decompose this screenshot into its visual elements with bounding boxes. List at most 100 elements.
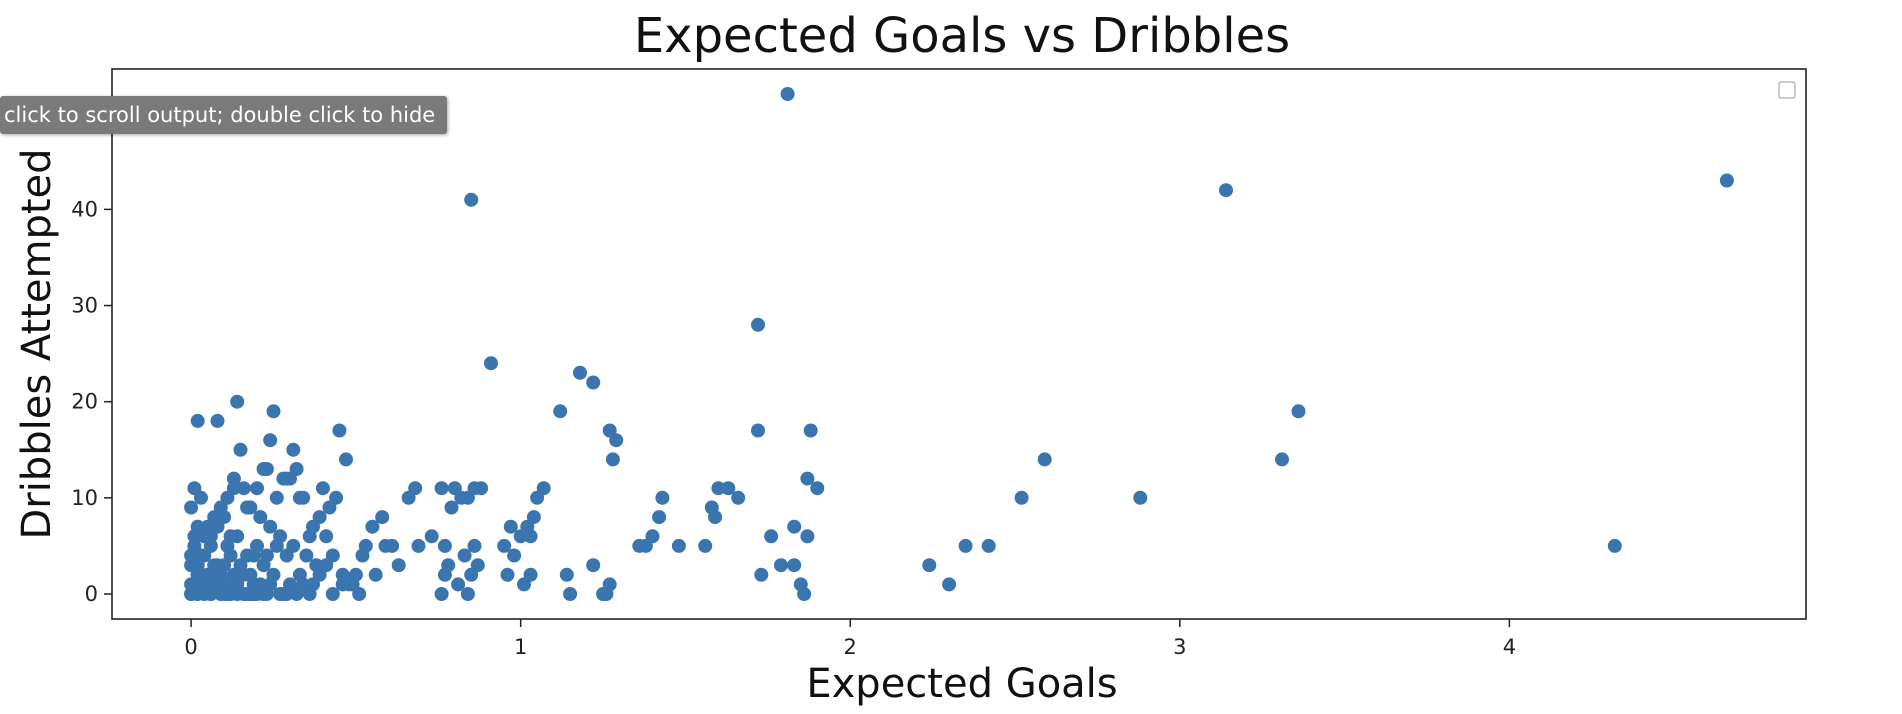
data-point bbox=[652, 510, 667, 525]
data-point bbox=[523, 567, 538, 582]
data-point bbox=[365, 519, 380, 534]
data-point bbox=[243, 500, 258, 515]
data-point bbox=[286, 442, 301, 457]
data-point bbox=[447, 481, 462, 496]
data-point bbox=[800, 529, 815, 544]
data-point bbox=[599, 587, 614, 601]
data-point bbox=[263, 433, 278, 448]
data-point bbox=[530, 490, 545, 505]
data-point bbox=[184, 500, 199, 515]
data-point bbox=[523, 529, 538, 544]
y-tick-label: 40 bbox=[71, 197, 98, 221]
data-point bbox=[609, 433, 624, 448]
data-point bbox=[263, 519, 278, 534]
data-point bbox=[507, 548, 522, 563]
data-point bbox=[240, 587, 255, 601]
y-tick-label: 20 bbox=[71, 390, 98, 414]
data-point bbox=[586, 375, 601, 390]
data-point bbox=[958, 538, 973, 553]
data-point bbox=[408, 481, 423, 496]
x-tick-label: 3 bbox=[1173, 635, 1186, 659]
data-point bbox=[563, 587, 578, 601]
data-point bbox=[553, 404, 568, 419]
data-point bbox=[751, 317, 765, 332]
data-point bbox=[464, 567, 479, 582]
data-point bbox=[797, 587, 812, 601]
data-point bbox=[1219, 183, 1233, 198]
data-point bbox=[434, 587, 449, 601]
data-point bbox=[1037, 452, 1052, 467]
data-point bbox=[787, 558, 802, 573]
x-axis-label: Expected Goals bbox=[806, 661, 1117, 707]
data-point bbox=[335, 577, 350, 592]
data-point bbox=[981, 538, 996, 553]
data-point bbox=[236, 481, 251, 496]
data-point bbox=[1291, 404, 1306, 419]
data-point bbox=[352, 587, 367, 601]
data-point bbox=[424, 529, 439, 544]
data-point bbox=[299, 548, 314, 563]
output-scroll-tooltip[interactable]: click to scroll output; double click to … bbox=[0, 96, 448, 134]
data-point bbox=[711, 481, 726, 496]
data-point bbox=[325, 587, 340, 601]
data-point bbox=[259, 587, 274, 601]
data-point bbox=[698, 538, 713, 553]
data-point bbox=[279, 548, 294, 563]
data-point bbox=[1607, 538, 1622, 553]
data-point bbox=[190, 558, 205, 573]
data-point bbox=[731, 490, 746, 505]
data-point bbox=[190, 413, 205, 428]
data-point bbox=[803, 423, 818, 438]
data-point bbox=[358, 538, 373, 553]
data-points bbox=[184, 87, 1734, 601]
data-point bbox=[187, 529, 202, 544]
data-point bbox=[464, 192, 479, 207]
data-point bbox=[250, 538, 264, 553]
data-point bbox=[800, 471, 815, 486]
data-point bbox=[787, 519, 802, 534]
data-point bbox=[437, 538, 452, 553]
data-point bbox=[1133, 490, 1148, 505]
data-point bbox=[451, 577, 466, 592]
data-point bbox=[194, 490, 208, 505]
data-point bbox=[319, 529, 334, 544]
data-point bbox=[279, 471, 294, 486]
data-point bbox=[444, 500, 459, 515]
data-point bbox=[457, 548, 472, 563]
data-point bbox=[503, 519, 518, 534]
data-point bbox=[269, 490, 284, 505]
data-point bbox=[269, 538, 284, 553]
data-point bbox=[638, 538, 653, 553]
data-point bbox=[434, 481, 449, 496]
x-tick-label: 2 bbox=[844, 635, 857, 659]
data-point bbox=[1719, 173, 1734, 188]
data-point bbox=[559, 567, 574, 582]
data-point bbox=[780, 87, 795, 101]
data-point bbox=[223, 587, 238, 601]
y-tick-label: 0 bbox=[85, 582, 98, 606]
data-point bbox=[306, 519, 320, 534]
data-point bbox=[296, 577, 311, 592]
data-point bbox=[292, 490, 307, 505]
data-point bbox=[1275, 452, 1289, 467]
data-point bbox=[513, 529, 528, 544]
data-point bbox=[754, 567, 769, 582]
data-point bbox=[1014, 490, 1029, 505]
x-axis-ticks: 0 1 2 3 4 bbox=[184, 619, 1516, 659]
y-tick-label: 30 bbox=[71, 294, 98, 318]
y-tick-label: 10 bbox=[71, 486, 98, 510]
data-point bbox=[460, 587, 475, 601]
data-point bbox=[203, 587, 218, 601]
data-point bbox=[774, 558, 788, 573]
data-point bbox=[605, 452, 620, 467]
data-point bbox=[226, 471, 241, 486]
data-point bbox=[942, 577, 957, 592]
data-point bbox=[210, 558, 225, 573]
y-axis-label: Dribbles Attempted bbox=[14, 148, 60, 539]
data-point bbox=[708, 510, 723, 525]
data-point bbox=[230, 529, 245, 544]
data-point bbox=[279, 587, 294, 601]
data-point bbox=[375, 510, 390, 525]
data-point bbox=[332, 423, 347, 438]
data-point bbox=[721, 481, 736, 496]
